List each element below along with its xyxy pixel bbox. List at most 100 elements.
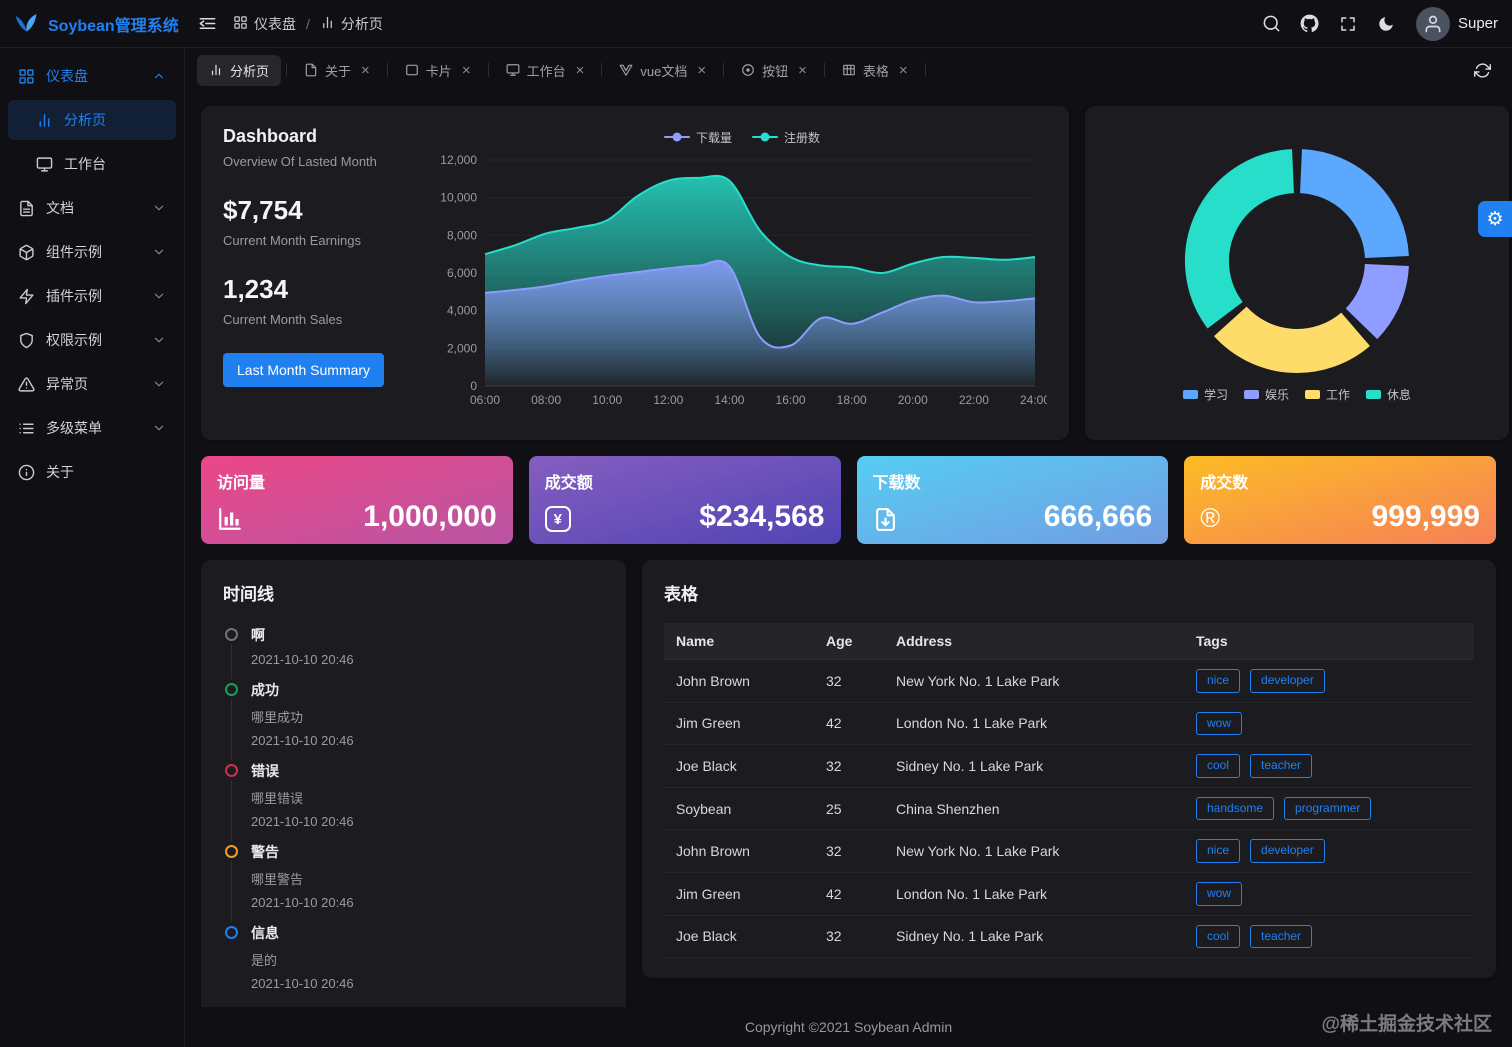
table-row: John Brown 32 New York No. 1 Lake Park n… (664, 829, 1474, 873)
tag[interactable]: developer (1250, 839, 1325, 863)
tab-about[interactable]: 关于 × (292, 55, 382, 86)
close-icon[interactable]: × (798, 61, 807, 79)
close-icon[interactable]: × (697, 61, 707, 79)
tab-bar: 分析页 关于 × 卡片 × 工作台 × (185, 48, 1512, 92)
svg-text:8,000: 8,000 (447, 228, 477, 242)
stat-card-turnover: 成交额 ¥ $234,568 (528, 456, 841, 544)
area-chart: 0 2,000 4,000 6,000 8,000 10,000 12,000 06:00 08… (440, 153, 1047, 407)
tab-card[interactable]: 卡片 × (393, 55, 483, 86)
breadcrumb-item-analysis[interactable]: 分析页 (320, 14, 383, 34)
tab-table[interactable]: 表格 × (830, 55, 920, 86)
legend-item-registrations[interactable]: 注册数 (752, 129, 820, 146)
breadcrumb: 仪表盘 / 分析页 (233, 14, 383, 34)
close-icon[interactable]: × (461, 61, 471, 79)
tag[interactable]: nice (1196, 839, 1241, 863)
legend-swatch (1243, 389, 1259, 399)
tag[interactable]: teacher (1250, 924, 1313, 949)
sidebar: 仪表盘 分析页 工作台 文档 组件示例 (0, 48, 185, 1047)
user-menu[interactable]: Super (1415, 6, 1498, 41)
tag[interactable]: developer (1250, 669, 1325, 693)
svg-text:2,000: 2,000 (447, 341, 477, 355)
brand[interactable]: Soybean管理系统 (0, 7, 185, 40)
tab-separator (487, 63, 489, 77)
table-row: Joe Black 32 Sidney No. 1 Lake Park cool… (664, 915, 1474, 959)
tag[interactable]: teacher (1250, 754, 1313, 778)
breadcrumb-item-dashboard[interactable]: 仪表盘 (233, 14, 296, 34)
close-icon[interactable]: × (898, 61, 908, 79)
chevron-down-icon (152, 377, 166, 391)
shield-icon (18, 332, 36, 349)
stat-card-visits: 访问量 1,000,000 (201, 456, 513, 544)
timeline-dot (225, 683, 238, 696)
card-icon (405, 63, 419, 77)
stat-cards-row: 访问量 1,000,000 成交额 ¥ $234,568 (201, 456, 1496, 544)
tag[interactable]: wow (1196, 711, 1243, 736)
sales-value: 1,234 (223, 274, 289, 304)
sidebar-item-components[interactable]: 组件示例 (8, 232, 176, 272)
sidebar-item-multi-menu[interactable]: 多级菜单 (8, 408, 176, 448)
svg-text:0: 0 (470, 379, 477, 393)
search-button[interactable] (1254, 6, 1290, 42)
tab-vue-docs[interactable]: vue文档 × (607, 55, 718, 86)
sidebar-item-analysis[interactable]: 分析页 (8, 100, 176, 140)
legend-item-study[interactable]: 学习 (1182, 386, 1228, 403)
tab-separator (723, 63, 725, 77)
tab-button[interactable]: 按钮 × (729, 55, 819, 86)
sidebar-collapse-button[interactable] (189, 6, 225, 42)
vue-icon (619, 63, 633, 77)
github-button[interactable] (1292, 6, 1328, 42)
tab-analysis[interactable]: 分析页 (197, 54, 282, 86)
theme-settings-button[interactable]: ⚙ (1478, 201, 1512, 237)
svg-text:08:00: 08:00 (531, 393, 561, 407)
bar-chart-icon (217, 506, 243, 532)
chevron-down-icon (152, 245, 166, 259)
sidebar-item-workbench[interactable]: 工作台 (8, 144, 176, 184)
sidebar-item-about[interactable]: 关于 (8, 452, 176, 492)
table-row: John Brown 32 New York No. 1 Lake Park n… (664, 659, 1474, 703)
sidebar-item-docs[interactable]: 文档 (8, 188, 176, 228)
close-icon[interactable]: × (575, 61, 585, 79)
svg-text:10:00: 10:00 (592, 393, 622, 407)
sidebar-item-permissions[interactable]: 权限示例 (8, 320, 176, 360)
app-logo-icon (12, 7, 40, 40)
registered-icon: ® (1200, 503, 1221, 533)
legend-item-entertainment[interactable]: 娱乐 (1243, 386, 1289, 403)
tag[interactable]: nice (1196, 669, 1241, 693)
table-row: Joe Black 32 Sidney No. 1 Lake Park cool… (664, 744, 1474, 788)
legend-swatch (1366, 389, 1382, 399)
tag[interactable]: cool (1196, 754, 1241, 778)
donut-legend: 学习 娱乐 工作 休息 (1182, 386, 1411, 403)
chart-icon (36, 112, 54, 129)
svg-text:4,000: 4,000 (447, 304, 477, 318)
breadcrumb-separator: / (306, 15, 310, 32)
refresh-button[interactable] (1464, 52, 1500, 88)
timeline-item: 啊 2021-10-10 20:46 (225, 625, 602, 680)
plugin-icon (18, 288, 36, 305)
earnings-label: Current Month Earnings (223, 233, 362, 248)
fullscreen-button[interactable] (1330, 6, 1366, 42)
sales-label: Current Month Sales (223, 312, 343, 327)
close-icon[interactable]: × (361, 61, 370, 79)
page-content: Dashboard Overview Of Lasted Month $7,75… (185, 92, 1512, 1007)
sidebar-item-dashboard[interactable]: 仪表盘 (8, 56, 176, 96)
tab-workbench[interactable]: 工作台 × (494, 55, 597, 86)
sidebar-item-exceptions[interactable]: 异常页 (8, 364, 176, 404)
data-table: Name Age Address Tags John Brown 32 (664, 623, 1474, 959)
theme-toggle-button[interactable] (1368, 6, 1404, 42)
sidebar-item-plugins[interactable]: 插件示例 (8, 276, 176, 316)
app-title: Soybean管理系统 (48, 17, 179, 35)
tag[interactable]: handsome (1196, 796, 1275, 821)
last-month-summary-button[interactable]: Last Month Summary (223, 353, 385, 387)
tag[interactable]: programmer (1284, 796, 1372, 821)
box-icon (18, 244, 36, 261)
gear-icon: ⚙ (1486, 208, 1504, 230)
tag[interactable]: cool (1196, 924, 1241, 949)
legend-item-rest[interactable]: 休息 (1366, 386, 1411, 403)
legend-item-work[interactable]: 工作 (1305, 386, 1350, 403)
table-row: Soybean 25 China Shenzhen handsome progra… (664, 787, 1474, 831)
tag[interactable]: wow (1196, 881, 1243, 906)
area-chart-legend: 下载量 注册数 (663, 126, 820, 148)
tab-separator (601, 63, 603, 77)
tab-separator (924, 63, 926, 77)
legend-item-downloads[interactable]: 下载量 (663, 129, 732, 146)
